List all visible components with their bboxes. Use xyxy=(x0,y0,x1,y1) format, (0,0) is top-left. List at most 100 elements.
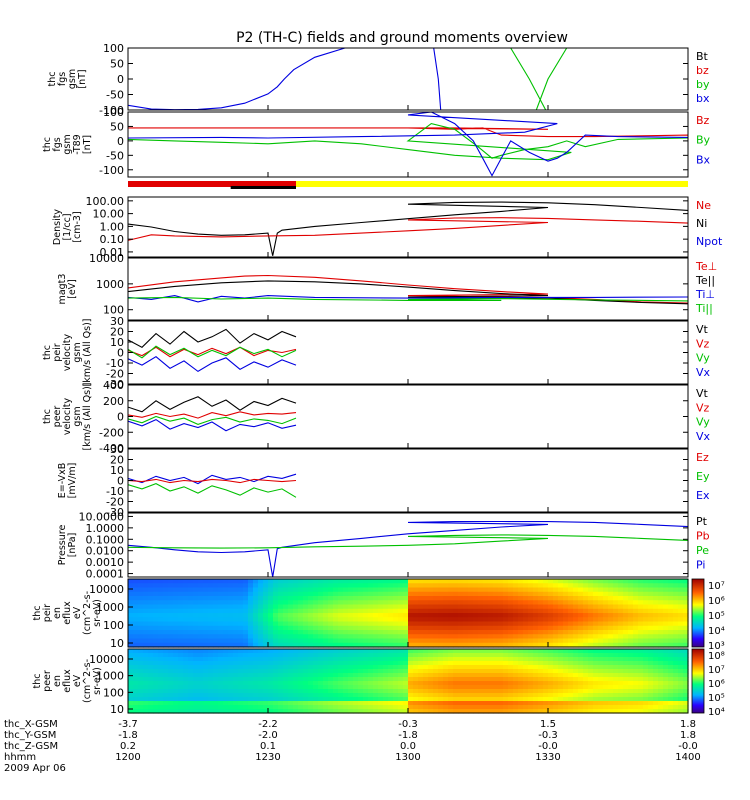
spectrogram-cell xyxy=(278,625,284,631)
spectrogram-cell xyxy=(393,587,399,593)
spectrogram-cell xyxy=(473,591,479,597)
spectrogram-cell xyxy=(578,630,584,635)
spectrogram-cell xyxy=(278,642,284,648)
spectrogram-cell xyxy=(143,657,149,662)
spectrogram-cell xyxy=(338,600,344,606)
spectrogram-cell xyxy=(408,677,414,682)
spectrogram-cell xyxy=(333,642,339,648)
spectrogram-cell xyxy=(553,596,559,601)
spectrogram-cell xyxy=(593,638,599,644)
spectrogram-cell xyxy=(518,630,524,635)
spectrogram-cell xyxy=(133,681,139,686)
spectrogram-cell xyxy=(573,604,579,610)
spectrogram-cell xyxy=(388,634,394,640)
y-axis-label-line: [nT] xyxy=(82,135,93,154)
spectrogram-cell xyxy=(268,630,274,635)
spectrogram-cell xyxy=(663,657,669,662)
spectrogram-cell xyxy=(338,608,344,614)
spectrogram-cell xyxy=(368,608,374,614)
spectrogram-cell xyxy=(348,669,354,674)
spectrogram-cell xyxy=(173,709,179,714)
spectrogram-cell xyxy=(398,587,404,593)
spectrogram-cell xyxy=(428,596,434,601)
spectrogram-cell xyxy=(458,617,464,623)
spectrogram-cell xyxy=(488,697,494,702)
spectrogram-cell xyxy=(433,653,439,658)
spectrogram-cell xyxy=(373,705,379,710)
spectrogram-cell xyxy=(608,673,614,678)
spectrogram-cell xyxy=(593,630,599,635)
spectrogram-cell xyxy=(568,617,574,623)
spectrogram-cell xyxy=(578,638,584,644)
spectrogram-cell xyxy=(618,665,624,670)
spectrogram-cell xyxy=(243,591,249,597)
spectrogram-cell xyxy=(223,587,229,593)
spectrogram-cell xyxy=(143,604,149,610)
spectrogram-cell xyxy=(403,681,409,686)
spectrogram-cell xyxy=(483,621,489,627)
spectrogram-cell xyxy=(503,705,509,710)
spectrogram-cell xyxy=(383,649,389,654)
spectrogram-cell xyxy=(263,613,269,618)
spectrogram-cell xyxy=(568,604,574,610)
spectrogram-cell xyxy=(188,617,194,623)
spectrogram-cell xyxy=(348,653,354,658)
spectrogram-cell xyxy=(153,634,159,640)
spectrogram-cell xyxy=(383,681,389,686)
spectrogram-cell xyxy=(228,591,234,597)
spectrogram-cell xyxy=(393,579,399,584)
spectrogram-cell xyxy=(258,630,264,635)
spectrogram-cell xyxy=(518,583,524,589)
spectrogram-cell xyxy=(413,653,419,658)
series-line-3 xyxy=(128,482,297,498)
spectrogram-cell xyxy=(578,709,584,714)
spectrogram-cell xyxy=(628,673,634,678)
spectrogram-cell xyxy=(258,579,264,584)
spectrogram-cell xyxy=(593,617,599,623)
spectrogram-cell xyxy=(618,600,624,606)
spectrogram-cell xyxy=(173,625,179,631)
time-axis-value: 1330 xyxy=(535,752,560,763)
spectrogram-cell xyxy=(493,617,499,623)
spectrogram-cell xyxy=(613,669,619,674)
spectrogram-cell xyxy=(498,657,504,662)
spectrogram-cell xyxy=(458,591,464,597)
spectrogram-cell xyxy=(563,613,569,618)
spectrogram-cell xyxy=(148,697,154,702)
spectrogram-cell xyxy=(623,587,629,593)
spectrogram-cell xyxy=(303,587,309,593)
spectrogram-cell xyxy=(183,661,189,666)
spectrogram-cell xyxy=(628,638,634,644)
spectrogram-cell xyxy=(368,697,374,702)
spectrogram-cell xyxy=(673,681,679,686)
spectrogram-cell xyxy=(343,608,349,614)
spectrogram-cell xyxy=(583,709,589,714)
spectrogram-cell xyxy=(648,608,654,614)
spectrogram-cell xyxy=(518,657,524,662)
spectrogram-cell xyxy=(273,608,279,614)
spectrogram-cell xyxy=(193,608,199,614)
spectrogram-cell xyxy=(313,591,319,597)
spectrogram-cell xyxy=(483,638,489,644)
spectrogram-cell xyxy=(213,604,219,610)
spectrogram-cell xyxy=(203,649,209,654)
spectrogram-cell xyxy=(433,689,439,694)
legend-entry: by xyxy=(696,78,710,91)
spectrogram-cell xyxy=(318,677,324,682)
y-tick-label: 100.00 xyxy=(86,195,125,208)
spectrogram-cell xyxy=(338,634,344,640)
spectrogram-cell xyxy=(528,600,534,606)
legend-entry: Bx xyxy=(696,153,711,166)
spectrogram-cell xyxy=(328,677,334,682)
spectrogram-cell xyxy=(448,630,454,635)
spectrogram-cell xyxy=(528,709,534,714)
y-tick-label: 20 xyxy=(110,326,124,339)
spectrogram-cell xyxy=(618,634,624,640)
spectrogram-cell xyxy=(168,591,174,597)
spectrogram-cell xyxy=(243,653,249,658)
spectrogram-cell xyxy=(543,591,549,597)
spectrogram-cell xyxy=(643,630,649,635)
spectrogram-cell xyxy=(588,583,594,589)
spectrogram-cell xyxy=(538,657,544,662)
